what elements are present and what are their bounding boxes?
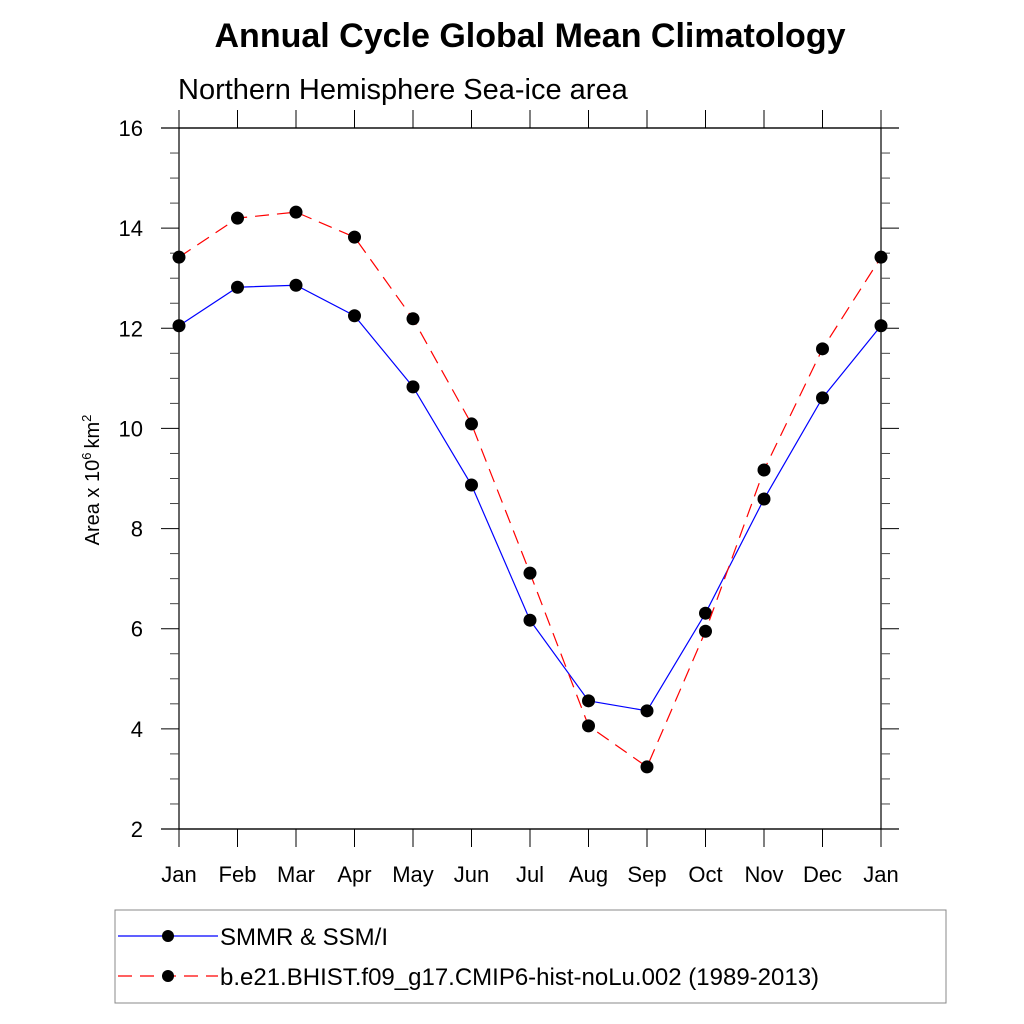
y-tick-label: 4	[131, 717, 143, 742]
legend-label-2: b.e21.BHIST.f09_g17.CMIP6-hist-noLu.002 …	[220, 964, 819, 991]
data-point	[640, 760, 654, 774]
data-point	[289, 278, 303, 292]
x-tick-label: Jan	[161, 862, 196, 887]
y-tick-label: 2	[131, 817, 143, 842]
x-tick-label: Feb	[219, 862, 257, 887]
data-point	[640, 704, 654, 718]
data-point	[816, 342, 829, 356]
series-layer	[172, 205, 888, 774]
y-tick-label: 12	[119, 316, 143, 341]
y-tick-label: 16	[119, 116, 143, 141]
data-point	[289, 205, 303, 219]
series-line-1	[178, 284, 882, 712]
series-1	[172, 278, 888, 718]
data-point	[874, 250, 888, 264]
y-tick-label: 6	[131, 617, 143, 642]
y-axis-label: Area x 106 km2	[79, 415, 104, 546]
chart-subtitle: Northern Hemisphere Sea-ice area	[178, 74, 629, 106]
axes	[161, 110, 899, 847]
data-point	[757, 492, 771, 506]
data-point	[699, 606, 712, 620]
y-axis-label-unit-exponent: 2	[79, 415, 94, 422]
data-point	[816, 391, 829, 405]
data-point	[757, 463, 771, 477]
y-tick-label: 14	[119, 216, 143, 241]
legend-entry-1: SMMR & SSM/I	[118, 924, 388, 951]
data-point	[465, 478, 478, 492]
data-point	[172, 250, 186, 264]
x-tick-label: Sep	[627, 862, 666, 887]
legend-swatch-marker-1	[162, 930, 174, 942]
y-axis-label-unit: km	[82, 422, 104, 449]
data-point	[582, 719, 595, 733]
x-tick-labels: Jan Feb Mar Apr May Jun Jul Aug Sep Oct Nov Dec Jan	[161, 862, 898, 887]
data-point	[523, 566, 537, 580]
x-tick-label: Jul	[516, 862, 544, 887]
data-point	[406, 312, 420, 326]
data-point	[172, 319, 186, 333]
legend-box	[114, 909, 947, 1004]
legend-entry-2: b.e21.BHIST.f09_g17.CMIP6-hist-noLu.002 …	[118, 964, 819, 991]
data-point	[699, 624, 712, 638]
x-tick-label: Jun	[454, 862, 489, 887]
x-tick-label: May	[392, 862, 434, 887]
x-tick-label: Aug	[569, 862, 608, 887]
data-point	[348, 230, 361, 244]
x-tick-label: Jan	[863, 862, 898, 887]
y-axis-label-exponent: 6	[79, 453, 94, 460]
x-tick-label: Nov	[744, 862, 783, 887]
y-tick-label: 8	[131, 517, 143, 542]
x-tick-label: Apr	[337, 862, 371, 887]
data-point	[231, 280, 244, 294]
y-axis-label-text: Area x 10	[82, 460, 104, 546]
legend: SMMR & SSM/I b.e21.BHIST.f09_g17.CMIP6-h…	[114, 909, 947, 1004]
data-point	[348, 309, 361, 323]
legend-swatch-marker-2	[162, 970, 174, 982]
y-tick-labels: 2 4 6 8 10 12 14 16	[119, 116, 143, 842]
series-2	[172, 205, 888, 774]
data-point	[231, 211, 244, 225]
x-tick-label: Dec	[803, 862, 842, 887]
x-tick-label: Oct	[688, 862, 722, 887]
data-point	[874, 319, 888, 333]
data-point	[406, 380, 420, 394]
legend-label-1: SMMR & SSM/I	[220, 924, 388, 951]
series-line-2	[178, 211, 882, 768]
chart-title: Annual Cycle Global Mean Climatology	[215, 17, 846, 55]
x-tick-label: Mar	[277, 862, 315, 887]
y-tick-label: 10	[119, 416, 143, 441]
data-point	[465, 417, 478, 431]
data-point	[523, 613, 537, 627]
data-point	[582, 694, 595, 708]
